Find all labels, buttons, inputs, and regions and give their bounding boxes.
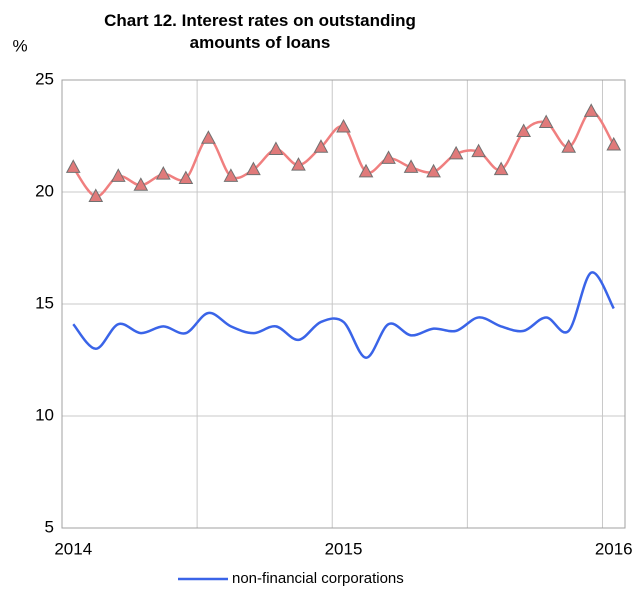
- y-axis-label: %: [12, 36, 27, 55]
- marker: [426, 163, 441, 178]
- marker: [65, 159, 81, 173]
- marker: [313, 139, 329, 153]
- marker: [133, 177, 149, 191]
- marker: [606, 136, 622, 151]
- marker: [561, 139, 577, 153]
- marker: [358, 163, 374, 178]
- chart-title: Chart 12. Interest rates on outstanding …: [104, 11, 416, 52]
- marker: [403, 159, 419, 173]
- y-tick-label: 15: [35, 293, 54, 312]
- series-line: [72, 271, 615, 360]
- marker: [471, 143, 486, 158]
- plot-frame: [61, 79, 626, 529]
- marker: [583, 103, 599, 117]
- y-tick-label: 5: [45, 517, 54, 536]
- legend-label: non-financial corporations: [232, 570, 404, 587]
- y-tick-label: 20: [35, 181, 54, 200]
- marker: [88, 188, 104, 202]
- y-tick-label: 25: [35, 69, 54, 88]
- x-tick-label: 2016: [595, 539, 633, 558]
- x-tick-label: 2014: [54, 539, 92, 558]
- marker: [381, 150, 396, 164]
- marker: [336, 118, 351, 133]
- marker: [110, 168, 126, 182]
- marker: [178, 170, 194, 185]
- x-tick-label: 2015: [325, 539, 363, 558]
- marker: [156, 166, 171, 180]
- marker: [223, 168, 239, 182]
- marker: [538, 114, 554, 129]
- marker: [201, 130, 216, 144]
- marker: [516, 123, 531, 138]
- y-tick-label: 10: [35, 405, 54, 424]
- marker: [246, 161, 261, 176]
- marker: [493, 161, 509, 176]
- marker: [291, 157, 306, 171]
- marker: [448, 145, 464, 160]
- marker: [268, 141, 284, 155]
